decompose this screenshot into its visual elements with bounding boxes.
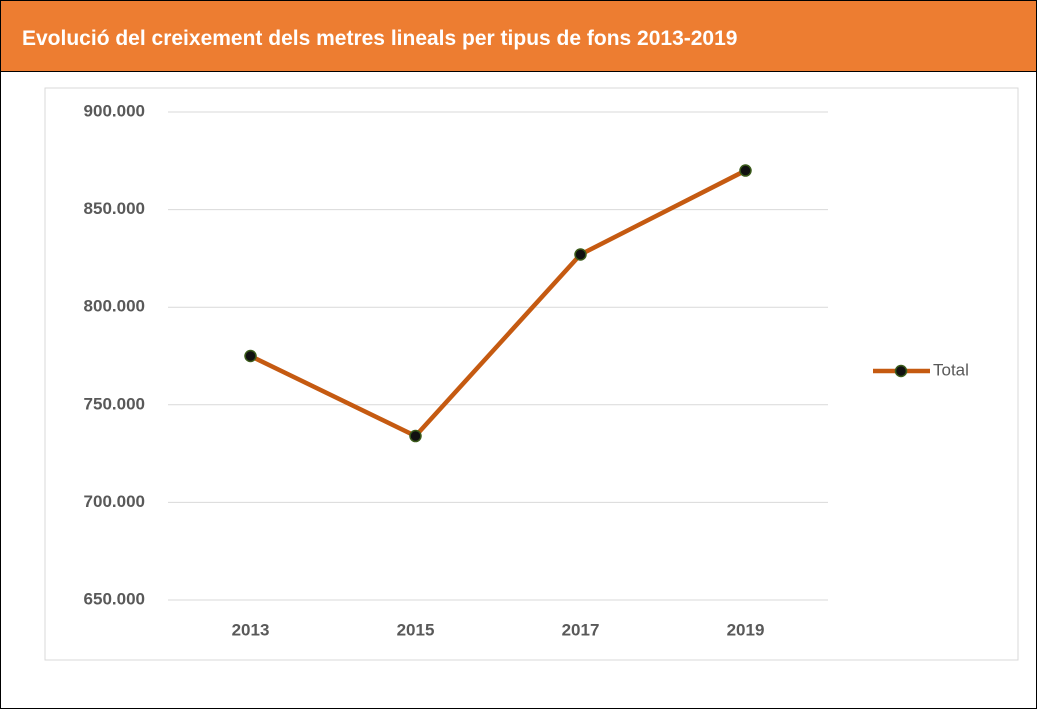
x-tick-label: 2019	[727, 620, 765, 639]
y-tick-label: 850.000	[84, 199, 145, 218]
x-tick-label: 2017	[562, 620, 600, 639]
y-tick-label: 750.000	[84, 394, 145, 413]
header: Evolució del creixement dels metres line…	[1, 1, 1036, 72]
y-tick-label: 900.000	[84, 101, 145, 120]
line	[249, 168, 747, 439]
point	[739, 164, 752, 177]
legend-label: Total	[933, 360, 969, 379]
x-tick-label: 2015	[397, 620, 435, 639]
y-tick-label: 700.000	[84, 492, 145, 511]
y-tick-label: 650.000	[84, 589, 145, 608]
y-tick-label: 800.000	[84, 297, 145, 316]
chart-title: Evolució del creixement dels metres line…	[22, 27, 738, 50]
point	[574, 248, 587, 261]
legend-marker	[894, 364, 908, 378]
x-tick-label: 2013	[232, 620, 270, 639]
chart-area	[44, 87, 1019, 661]
point	[244, 349, 257, 363]
point	[409, 429, 422, 443]
